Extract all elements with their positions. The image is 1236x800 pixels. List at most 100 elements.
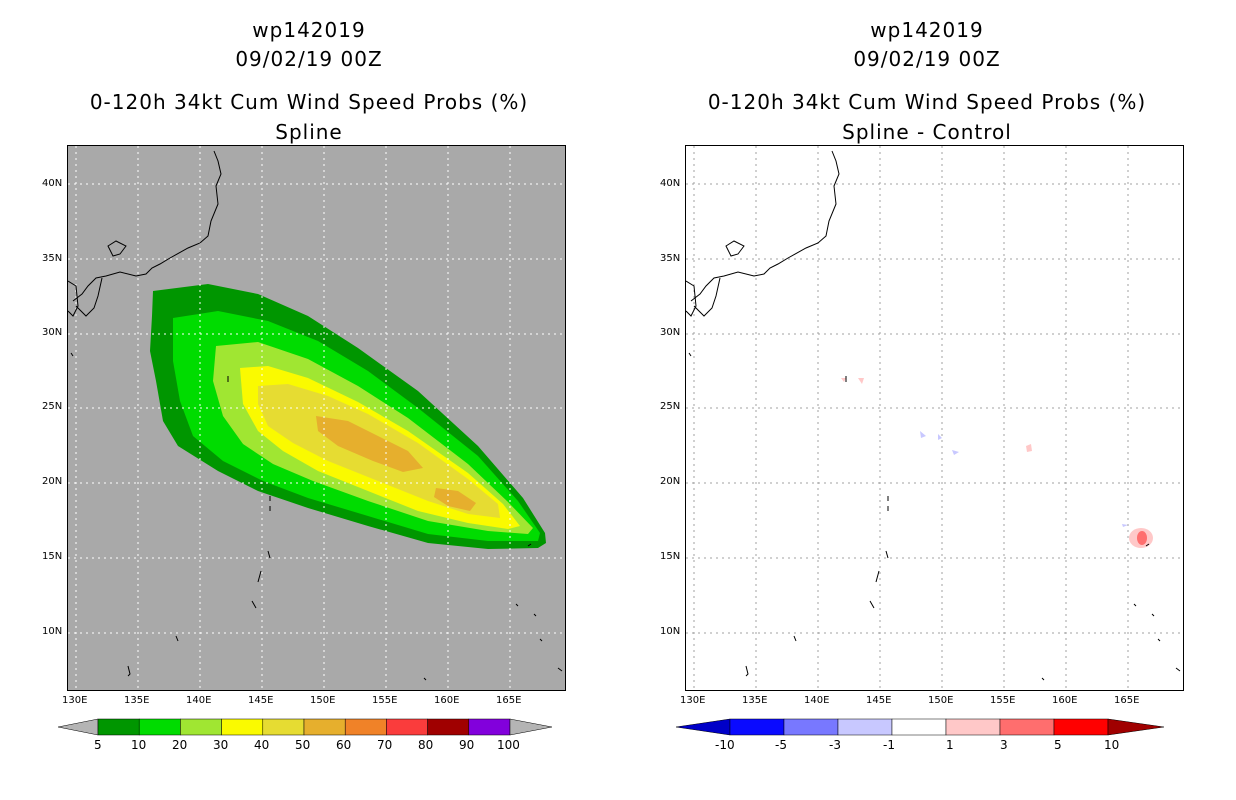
left-panel: wp142019 09/02/19 00Z 0-120h 34kt Cum Wi… <box>42 18 566 752</box>
lon-label-165e: 165E <box>496 695 522 706</box>
storm-id-title: wp142019 <box>252 18 366 42</box>
diff-positive-patch <box>1026 444 1032 452</box>
lat-label-10n: 10N <box>660 626 681 637</box>
right-panel: wp142019 09/02/19 00Z 0-120h 34kt Cum Wi… <box>618 0 1236 800</box>
lat-label-30n: 30N <box>660 327 681 338</box>
colorbar-cell <box>999 718 1055 736</box>
colorbar-label: -5 <box>775 738 787 752</box>
colorbar-label: 60 <box>336 738 352 752</box>
diff-negative-patch <box>920 431 926 438</box>
colorbar-cell <box>303 718 346 736</box>
lat-label-30n: 30N <box>42 327 63 338</box>
colorbar-cell <box>468 718 511 736</box>
colorbar-cell <box>386 718 428 736</box>
lon-label-165e: 165E <box>1114 695 1140 706</box>
lat-label-20n: 20N <box>660 476 681 487</box>
diff-negative-patch <box>1122 524 1128 527</box>
lat-label-40n: 40N <box>42 178 63 189</box>
colorbar-cell <box>97 718 140 736</box>
method-title: Spline <box>275 120 343 144</box>
difference-map <box>685 145 1184 691</box>
lat-label-35n: 35N <box>42 253 63 264</box>
lon-label-135e: 135E <box>742 695 768 706</box>
date-title: 09/02/19 00Z <box>235 47 383 71</box>
colorbar-cell <box>891 718 947 736</box>
colorbar-label: 40 <box>254 738 270 752</box>
date-title: 09/02/19 00Z <box>853 47 1001 71</box>
colorbar-cell <box>138 718 181 736</box>
colorbar-over-arrow <box>509 718 553 736</box>
colorbar-cell <box>180 718 222 736</box>
lon-label-145e: 145E <box>866 695 892 706</box>
product-title: 0-120h 34kt Cum Wind Speed Probs (%) <box>89 90 529 114</box>
prob-contour-50 <box>316 416 476 511</box>
colorbar-under-arrow <box>58 718 99 736</box>
colorbar-cell <box>945 718 1001 736</box>
lat-label-20n: 20N <box>42 476 63 487</box>
lon-label-160e: 160E <box>434 695 460 706</box>
colorbar-cell <box>837 718 893 736</box>
colorbar-label: -10 <box>715 738 735 752</box>
lat-label-40n: 40N <box>660 178 681 189</box>
colorbar-label: 30 <box>213 738 229 752</box>
colorbar-label: 10 <box>131 738 147 752</box>
colorbar-label: 5 <box>1054 738 1062 752</box>
coastline <box>686 150 1181 681</box>
colorbar-label: 100 <box>497 738 520 752</box>
colorbar-label: 20 <box>172 738 188 752</box>
lat-label-25n: 25N <box>660 401 681 412</box>
lon-label-140e: 140E <box>804 695 830 706</box>
colorbar-cell <box>1053 718 1109 736</box>
colorbar-label: 50 <box>295 738 311 752</box>
lat-label-15n: 15N <box>660 551 681 562</box>
lon-label-150e: 150E <box>928 695 954 706</box>
lon-label-140e: 140E <box>186 695 212 706</box>
method-title: Spline - Control <box>842 120 1012 144</box>
colorbar-over-arrow <box>1107 718 1165 736</box>
colorbar-label: -1 <box>883 738 895 752</box>
probability-map-svg <box>68 146 565 690</box>
lon-label-145e: 145E <box>248 695 274 706</box>
colorbar-label: 3 <box>1000 738 1008 752</box>
colorbar-label: 70 <box>377 738 393 752</box>
probability-colorbar <box>58 718 553 736</box>
colorbar-label: 90 <box>459 738 475 752</box>
lon-label-155e: 155E <box>990 695 1016 706</box>
coastline <box>68 150 563 681</box>
colorbar-label: 1 <box>946 738 954 752</box>
lon-label-130e: 130E <box>680 695 706 706</box>
product-title: 0-120h 34kt Cum Wind Speed Probs (%) <box>707 90 1147 114</box>
colorbar-under-arrow <box>676 718 731 736</box>
colorbar-cell <box>427 718 470 736</box>
colorbar-cell <box>221 718 264 736</box>
diff-negative-patch <box>938 434 942 440</box>
lat-label-35n: 35N <box>660 253 681 264</box>
diff-positive-patch <box>841 378 846 382</box>
lon-label-150e: 150E <box>310 695 336 706</box>
lon-label-135e: 135E <box>124 695 150 706</box>
colorbar-label: 80 <box>418 738 434 752</box>
colorbar-label: 5 <box>94 738 102 752</box>
colorbar-cell <box>344 718 387 736</box>
lon-label-130e: 130E <box>62 695 88 706</box>
colorbar-label: 10 <box>1104 738 1120 752</box>
storm-id-title: wp142019 <box>870 18 984 42</box>
colorbar-cell <box>262 718 305 736</box>
lat-label-10n: 10N <box>42 626 63 637</box>
lon-label-160e: 160E <box>1052 695 1078 706</box>
diff-negative-patch <box>952 450 959 455</box>
diff-positive-core <box>1137 531 1147 545</box>
diff-positive-patch <box>858 378 864 384</box>
difference-map-svg <box>686 146 1183 690</box>
graticule <box>686 146 1183 690</box>
difference-colorbar <box>676 718 1165 736</box>
graticule <box>68 146 565 690</box>
colorbar-cell <box>729 718 785 736</box>
probability-map <box>67 145 566 691</box>
colorbar-label: -3 <box>829 738 841 752</box>
lon-label-155e: 155E <box>372 695 398 706</box>
lat-label-15n: 15N <box>42 551 63 562</box>
colorbar-cell <box>783 718 839 736</box>
difference-patches <box>841 378 1153 548</box>
lat-label-25n: 25N <box>42 401 63 412</box>
